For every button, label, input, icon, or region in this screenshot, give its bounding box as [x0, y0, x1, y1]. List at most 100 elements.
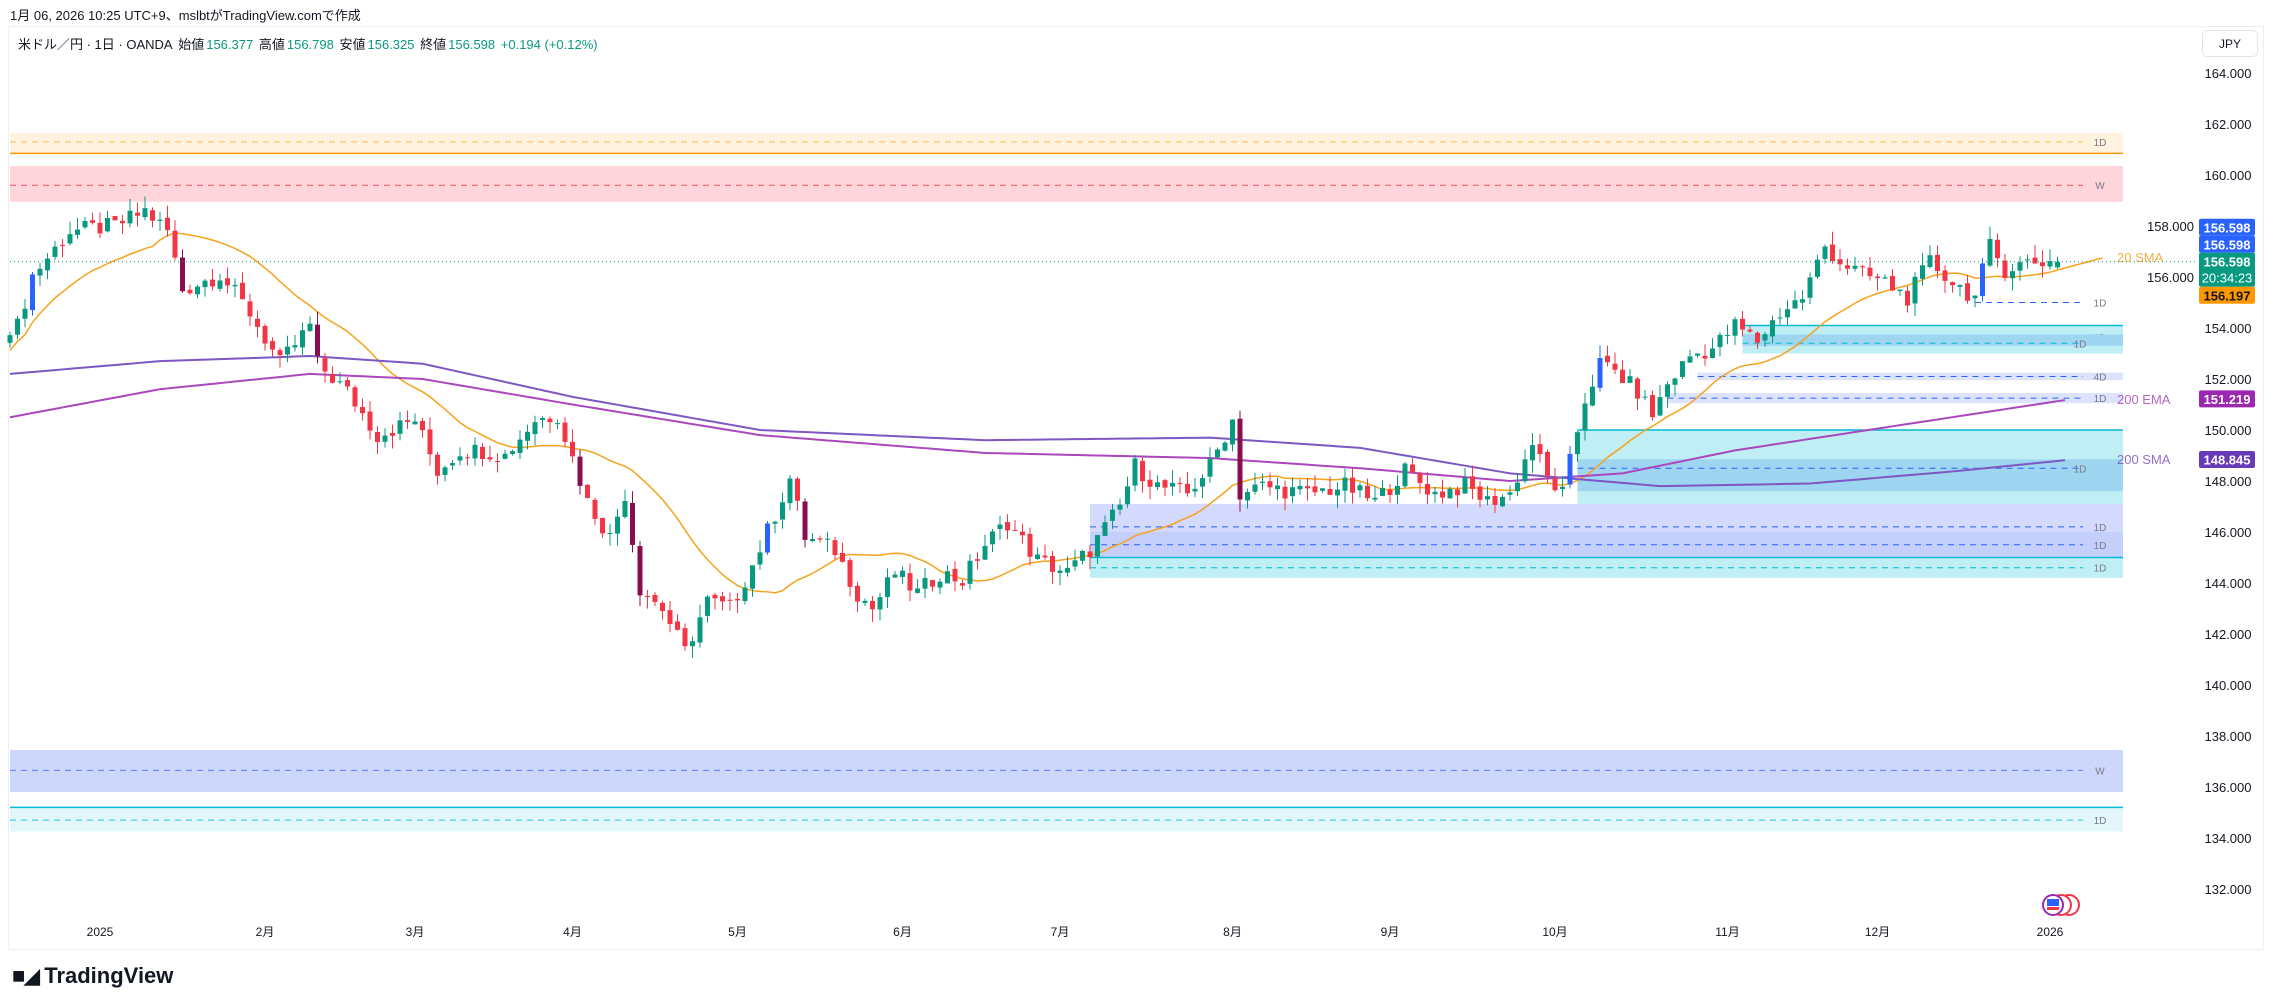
candle-body[interactable] — [592, 499, 598, 519]
candle-body[interactable] — [2040, 262, 2045, 267]
candle-body[interactable] — [142, 208, 148, 218]
candle-body[interactable] — [855, 585, 860, 602]
candle-body[interactable] — [390, 433, 395, 436]
candle-body[interactable] — [667, 610, 673, 624]
candle-body[interactable] — [1425, 483, 1430, 495]
candle-body[interactable] — [1620, 369, 1625, 384]
candle-body[interactable] — [900, 570, 905, 577]
candle-body[interactable] — [1777, 317, 1783, 319]
candle-body[interactable] — [120, 220, 125, 224]
candle-body[interactable] — [1200, 478, 1205, 487]
candle-body[interactable] — [1282, 486, 1288, 499]
candle-body[interactable] — [1087, 551, 1093, 558]
candle-body[interactable] — [1935, 254, 1940, 272]
candle-body[interactable] — [2055, 261, 2060, 268]
candle-body[interactable] — [405, 420, 410, 422]
price-axis[interactable]: 156.598156.598156.59820:34:23156.197151.… — [2147, 66, 2255, 897]
candle-body[interactable] — [585, 484, 590, 498]
candle-body[interactable] — [847, 560, 853, 587]
candle-body[interactable] — [157, 219, 163, 221]
candle-body[interactable] — [7, 335, 13, 343]
candle-body[interactable] — [975, 559, 980, 561]
candle-body[interactable] — [1830, 244, 1835, 261]
candle-body[interactable] — [1732, 319, 1738, 336]
candle-body[interactable] — [1155, 482, 1160, 488]
candle-body[interactable] — [2025, 259, 2030, 261]
candle-body[interactable] — [52, 246, 58, 257]
candle-body[interactable] — [1552, 477, 1558, 491]
candle-body[interactable] — [1680, 361, 1685, 377]
candle-body[interactable] — [1672, 378, 1678, 385]
candle-body[interactable] — [660, 602, 665, 612]
candle-body[interactable] — [1185, 483, 1190, 494]
economic-events[interactable] — [2042, 894, 2080, 916]
candle-body[interactable] — [1650, 395, 1655, 418]
candle-body[interactable] — [1470, 476, 1475, 489]
candle-body[interactable] — [630, 502, 635, 545]
candle-body[interactable] — [1455, 489, 1460, 496]
candle-body[interactable] — [1695, 353, 1700, 356]
candle-body[interactable] — [1012, 529, 1018, 531]
symbol-name[interactable]: 米ドル／円 · 1日 · OANDA — [18, 37, 173, 52]
candle-body[interactable] — [1252, 484, 1258, 492]
candle-body[interactable] — [165, 217, 170, 231]
candle-body[interactable] — [1320, 488, 1325, 491]
candle-body[interactable] — [150, 210, 155, 221]
candle-body[interactable] — [735, 598, 740, 601]
candle-body[interactable] — [495, 461, 500, 463]
candle-body[interactable] — [1807, 277, 1813, 298]
candle-body[interactable] — [1762, 334, 1768, 341]
candle-body[interactable] — [255, 318, 260, 327]
candle-body[interactable] — [427, 429, 433, 455]
candle-body[interactable] — [720, 596, 725, 602]
candle-body[interactable] — [1132, 458, 1138, 486]
candle-body[interactable] — [1095, 535, 1100, 557]
candle-body[interactable] — [367, 411, 373, 431]
candle-body[interactable] — [1327, 489, 1333, 495]
candle-body[interactable] — [1215, 449, 1220, 458]
candle-body[interactable] — [277, 350, 283, 356]
candle-body[interactable] — [1770, 320, 1775, 337]
candle-body[interactable] — [2047, 261, 2053, 267]
candle-body[interactable] — [600, 517, 605, 534]
candle-body[interactable] — [652, 594, 658, 602]
candle-body[interactable] — [1245, 492, 1250, 501]
candle-body[interactable] — [240, 282, 245, 300]
candle-body[interactable] — [1380, 487, 1385, 496]
candle-body[interactable] — [292, 345, 298, 348]
candle-body[interactable] — [1395, 485, 1400, 495]
candle-body[interactable] — [1912, 276, 1918, 304]
candle-body[interactable] — [1747, 329, 1753, 332]
candle-body[interactable] — [1792, 300, 1798, 309]
candle-body[interactable] — [480, 446, 485, 460]
candle-body[interactable] — [915, 588, 920, 593]
candle-body[interactable] — [1537, 444, 1543, 455]
candle-body[interactable] — [97, 222, 103, 234]
candle-body[interactable] — [1237, 418, 1243, 500]
candle-body[interactable] — [2010, 271, 2015, 279]
candle-body[interactable] — [1702, 355, 1708, 359]
candle-body[interactable] — [1275, 485, 1280, 490]
candle-body[interactable] — [937, 581, 943, 588]
candle-body[interactable] — [1477, 486, 1483, 500]
candle-body[interactable] — [742, 587, 748, 602]
candle-body[interactable] — [262, 326, 268, 344]
candle-body[interactable] — [1545, 451, 1550, 476]
candle-body[interactable] — [1290, 487, 1295, 497]
candle-body[interactable] — [1042, 555, 1048, 558]
candle-body[interactable] — [1980, 263, 1985, 297]
candle-body[interactable] — [217, 280, 223, 289]
candle-body[interactable] — [832, 540, 838, 556]
candle-body[interactable] — [67, 234, 73, 244]
candle-body[interactable] — [862, 600, 868, 603]
candle-body[interactable] — [615, 516, 620, 534]
candle-body[interactable] — [1612, 363, 1618, 370]
candle-body[interactable] — [1117, 504, 1123, 510]
candle-body[interactable] — [885, 577, 890, 598]
candle-body[interactable] — [1717, 334, 1723, 348]
candle-body[interactable] — [967, 560, 973, 584]
candle-body[interactable] — [562, 422, 568, 442]
candle-body[interactable] — [112, 216, 118, 221]
candle-body[interactable] — [1050, 555, 1055, 572]
candle-body[interactable] — [487, 457, 493, 460]
